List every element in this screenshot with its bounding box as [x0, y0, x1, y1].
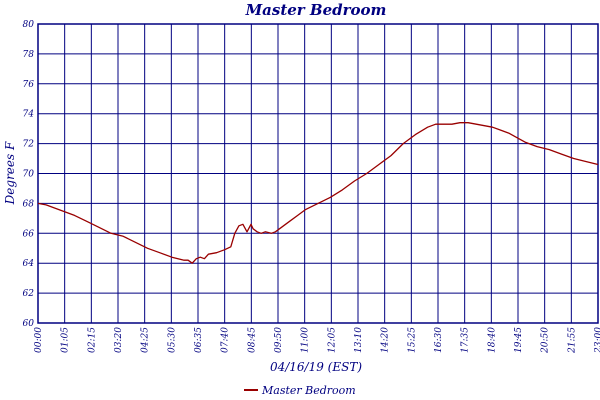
x-tick-label: 18:40	[487, 327, 497, 353]
x-tick-label: 13:10	[354, 327, 364, 353]
x-tick-label: 04:25	[141, 327, 151, 353]
chart-title: Master Bedroom	[245, 1, 387, 19]
y-tick-label: 70	[23, 170, 35, 180]
grid	[37, 23, 599, 324]
y-axis-label: Degrees F	[3, 141, 17, 205]
x-tick-label: 19:45	[514, 327, 524, 353]
plot-frame	[37, 23, 599, 324]
x-tick-label: 23:00	[594, 327, 600, 354]
y-tick-label: 68	[23, 199, 35, 209]
legend-label: Master Bedroom	[261, 384, 356, 397]
x-tick-label: 17:35	[461, 327, 471, 353]
x-tick-label: 05:30	[167, 327, 177, 353]
x-tick-label: 01:05	[61, 327, 71, 353]
x-tick-label: 16:30	[434, 327, 444, 353]
series-line-master-bedroom	[37, 122, 599, 264]
x-tick-label: 03:20	[114, 327, 124, 353]
y-tick-label: 72	[23, 140, 35, 150]
x-tick-label: 14:20	[381, 327, 391, 353]
series-layer	[37, 122, 599, 264]
x-tick-label: 11:00	[301, 327, 311, 353]
y-tick-label: 76	[23, 80, 35, 90]
x-tick-label: 08:45	[247, 327, 257, 353]
y-tick-label: 62	[23, 289, 35, 299]
x-tick-label: 15:25	[407, 327, 417, 353]
x-axis-label: 04/16/19 (EST)	[270, 360, 362, 374]
y-tick-label: 60	[23, 319, 35, 329]
x-tick-labels: 00:00 01:05 02:15 03:20 04:25 05:30 06:35 07:40…	[34, 327, 600, 354]
y-tick-label: 64	[23, 259, 35, 269]
x-tick-label: 02:15	[87, 327, 97, 353]
x-tick-label: 00:00	[34, 327, 44, 353]
x-tick-label: 07:40	[221, 327, 231, 353]
x-tick-label: 06:35	[194, 327, 204, 353]
y-tick-labels: 60 62 64 66 68 70 72 74 76 78 80	[23, 20, 35, 329]
y-tick-label: 78	[23, 50, 35, 60]
x-tick-label: 09:50	[274, 327, 284, 353]
x-tick-label: 12:05	[327, 327, 337, 353]
x-tick-label: 20:50	[541, 327, 551, 354]
y-tick-label: 74	[23, 110, 35, 120]
x-tick-label: 21:55	[567, 327, 577, 354]
y-tick-label: 66	[23, 229, 35, 239]
y-tick-label: 80	[23, 20, 35, 30]
